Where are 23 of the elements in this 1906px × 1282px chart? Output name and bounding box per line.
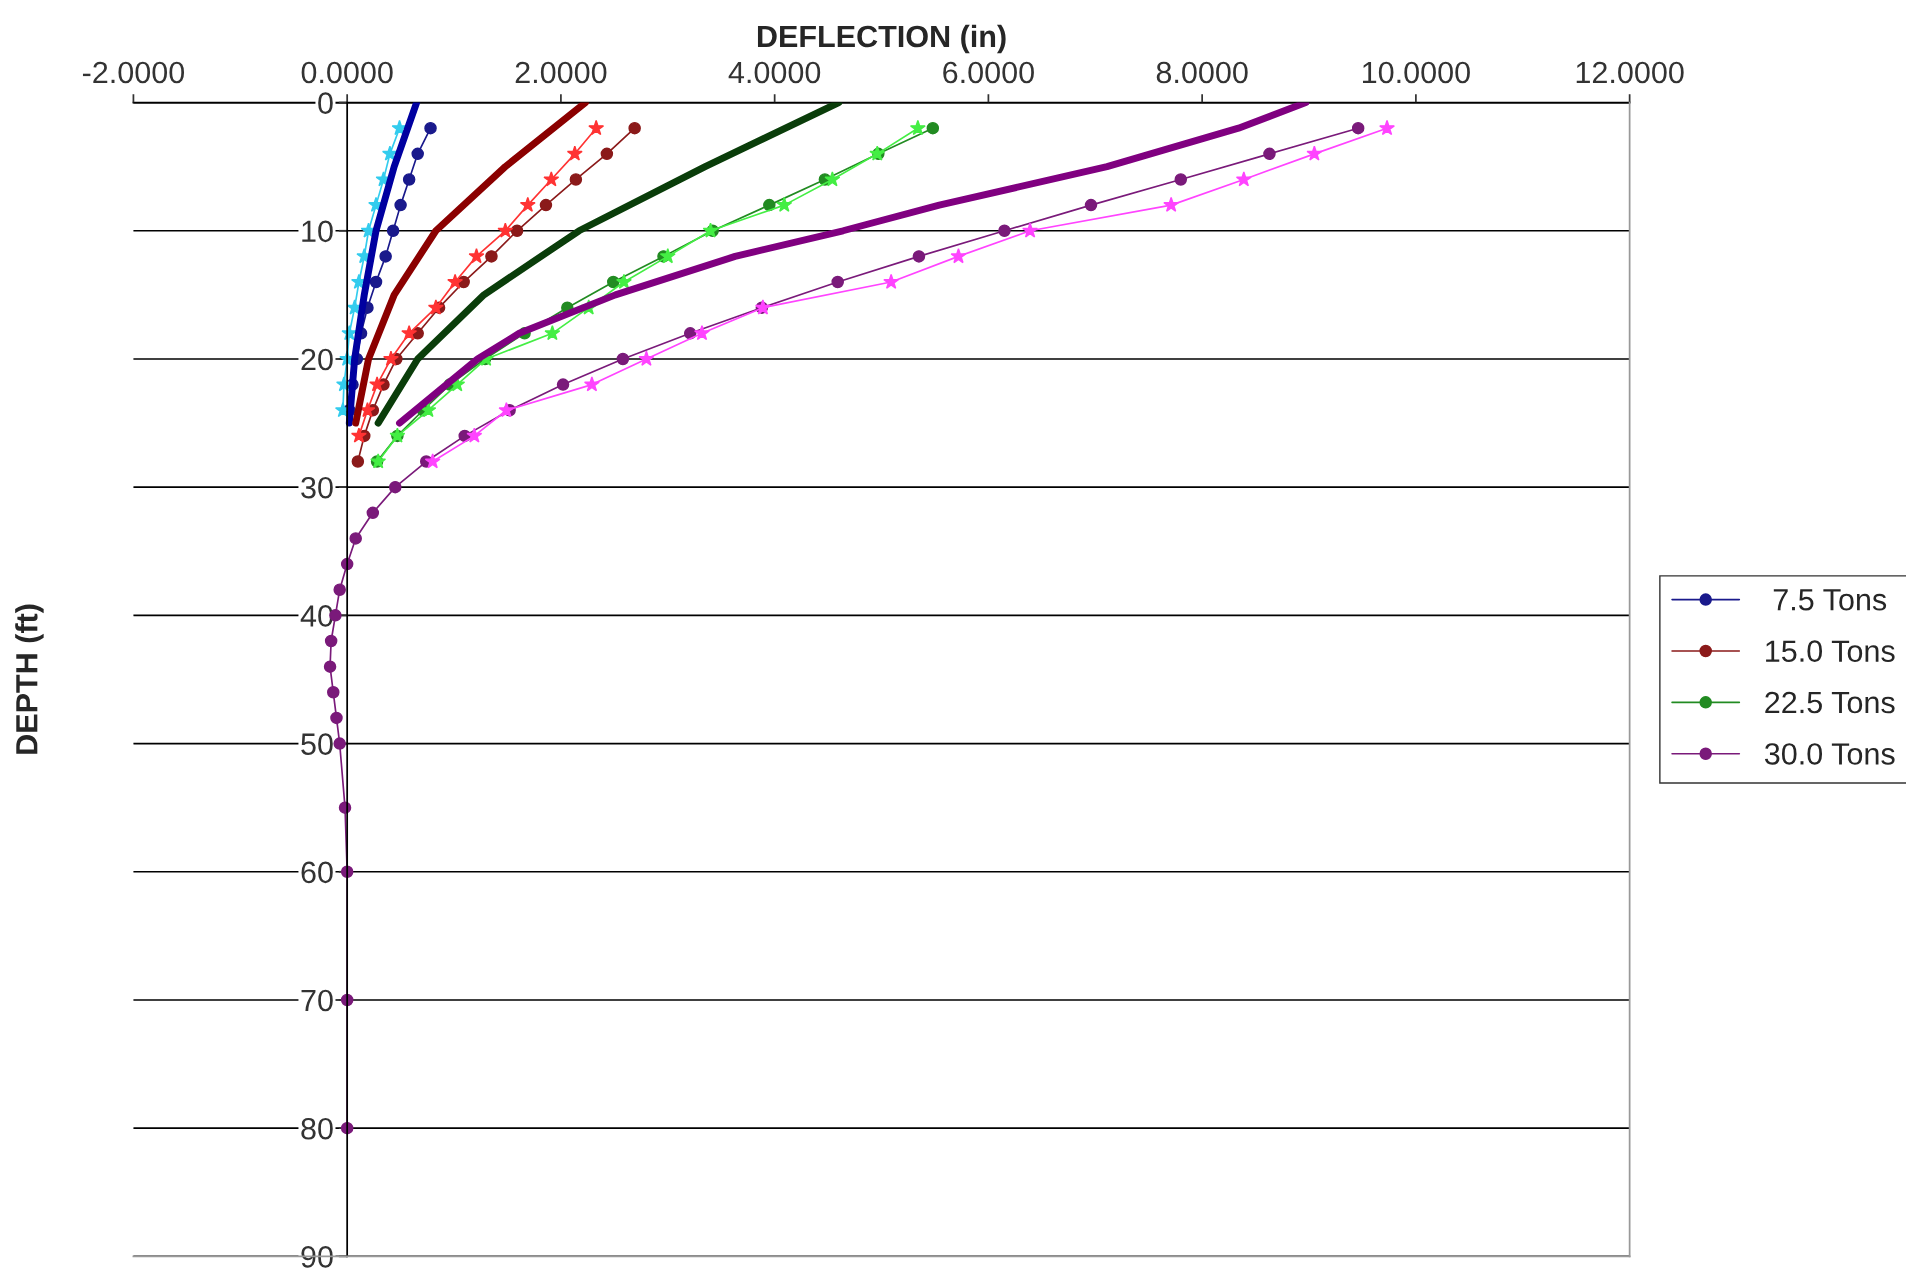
- x-tick-label: 8.0000: [1156, 61, 1248, 84]
- y-axis-title: DEPTH (ft): [15, 604, 44, 754]
- x-tick-label: 12.0000: [1576, 61, 1684, 84]
- y-tick-label: 20: [301, 348, 333, 371]
- x-tick-label: 0.0000: [301, 61, 393, 84]
- x-tick-label: 6.0000: [943, 61, 1034, 84]
- legend-label: 15.0 Tons: [1766, 640, 1895, 662]
- y-tick-label: 80: [301, 1117, 333, 1140]
- x-axis-title: DEFLECTION (in): [757, 24, 1006, 54]
- y-tick-label: 30: [301, 476, 333, 499]
- y-tick-label: 90: [301, 1246, 333, 1268]
- y-tick-label: 60: [301, 861, 333, 884]
- legend-label: 7.5 Tons: [1773, 589, 1887, 611]
- x-tick-label: 2.0000: [515, 61, 607, 84]
- y-tick-label: 70: [301, 989, 333, 1012]
- y-tick-label: 0: [318, 92, 333, 114]
- x-tick-label: -2.0000: [82, 61, 185, 84]
- legend-label: 30.0 Tons: [1764, 743, 1895, 765]
- y-tick-label: 10: [302, 220, 333, 243]
- x-tick-label: 10.0000: [1363, 61, 1470, 84]
- y-tick-label: 50: [301, 733, 333, 755]
- legend-label: 22.5 Tons: [1765, 691, 1895, 714]
- x-tick-label: 4.0000: [728, 61, 821, 84]
